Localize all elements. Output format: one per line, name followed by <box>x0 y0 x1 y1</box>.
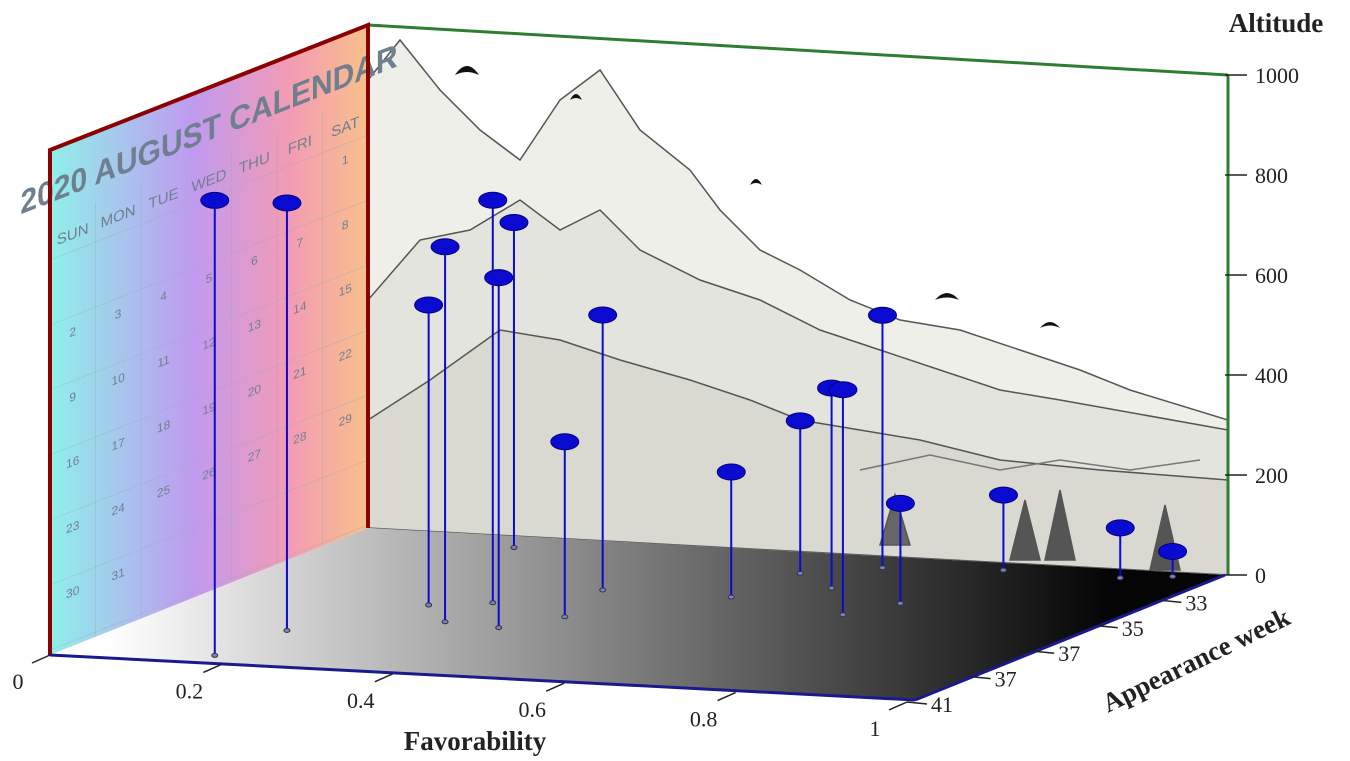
y-tick-label: 41 <box>931 692 953 717</box>
stem-base <box>1000 568 1006 572</box>
x-axis-label: Favorability <box>404 726 547 756</box>
back-wall <box>368 25 1228 575</box>
x-tick-label: 0 <box>13 669 24 694</box>
stem-base <box>879 566 885 570</box>
calendar-date: 2 <box>69 324 76 340</box>
stem-head <box>1159 543 1187 559</box>
stem-base <box>511 546 517 550</box>
z-axis-label: Altitude <box>1229 8 1324 38</box>
y-tick <box>1098 626 1118 628</box>
calendar-date: 8 <box>342 217 349 233</box>
x-tick <box>375 674 393 682</box>
calendar-date: 6 <box>251 253 258 269</box>
stem-head <box>431 239 459 255</box>
y-tick-label: 37 <box>1058 641 1080 666</box>
stem-head <box>479 192 507 208</box>
calendar-date: 5 <box>206 271 213 287</box>
stem-head <box>273 195 301 211</box>
chart: 2020 AUGUST CALENDARSUNMONTUEWEDTHUFRISA… <box>0 0 1350 761</box>
stem-head <box>500 215 528 231</box>
stem-base <box>442 620 448 624</box>
stem-head <box>886 495 914 511</box>
z-tick-label: 1000 <box>1255 63 1299 88</box>
calendar-date: 9 <box>69 389 76 405</box>
x-tick <box>32 655 50 663</box>
x-tick-label: 1 <box>870 716 881 741</box>
stem-head <box>551 434 579 450</box>
stem-head <box>589 307 617 323</box>
stem-base <box>600 588 606 592</box>
x-tick <box>718 693 736 701</box>
stem-head <box>485 270 513 286</box>
stem-base <box>728 595 734 599</box>
stem-base <box>1170 574 1176 578</box>
z-tick-label: 200 <box>1255 463 1288 488</box>
stem-base <box>490 601 496 605</box>
stem-base <box>212 653 218 657</box>
y-tick <box>907 702 927 704</box>
x-tick <box>546 683 564 691</box>
calendar-date: 1 <box>342 152 349 168</box>
z-tick-label: 0 <box>1255 563 1266 588</box>
x-tick-label: 0.8 <box>690 707 718 732</box>
stem-base <box>496 626 502 630</box>
stem-base <box>840 613 846 617</box>
stem-base <box>1117 576 1123 580</box>
y-tick-label: 37 <box>995 667 1017 692</box>
stem-head <box>786 413 814 429</box>
stem-base <box>426 603 432 607</box>
x-tick <box>203 664 221 672</box>
y-tick-label: 35 <box>1122 616 1144 641</box>
x-tick <box>889 702 907 710</box>
stem-base <box>284 628 290 632</box>
y-tick-label: 33 <box>1185 590 1207 615</box>
stem-head <box>829 382 857 398</box>
x-tick-label: 0.4 <box>347 688 375 713</box>
stem-base <box>897 601 903 605</box>
stem-head <box>1106 520 1134 536</box>
x-tick-label: 0.2 <box>176 678 204 703</box>
stem-head <box>415 297 443 313</box>
stem-base <box>829 586 835 590</box>
calendar-date: 4 <box>160 288 167 304</box>
z-tick-label: 800 <box>1255 163 1288 188</box>
y-tick <box>1034 651 1054 653</box>
y-tick <box>1161 600 1181 602</box>
stem-head <box>868 307 896 323</box>
stem-base <box>797 571 803 575</box>
stem-base <box>562 615 568 619</box>
stem-head <box>201 192 229 208</box>
x-tick-label: 0.6 <box>518 697 546 722</box>
y-tick <box>971 677 991 679</box>
stem-head <box>717 464 745 480</box>
calendar-date: 7 <box>297 235 304 251</box>
calendar-date: 3 <box>115 306 122 322</box>
stem-head <box>989 487 1017 503</box>
z-tick-label: 600 <box>1255 263 1288 288</box>
z-tick-label: 400 <box>1255 363 1288 388</box>
